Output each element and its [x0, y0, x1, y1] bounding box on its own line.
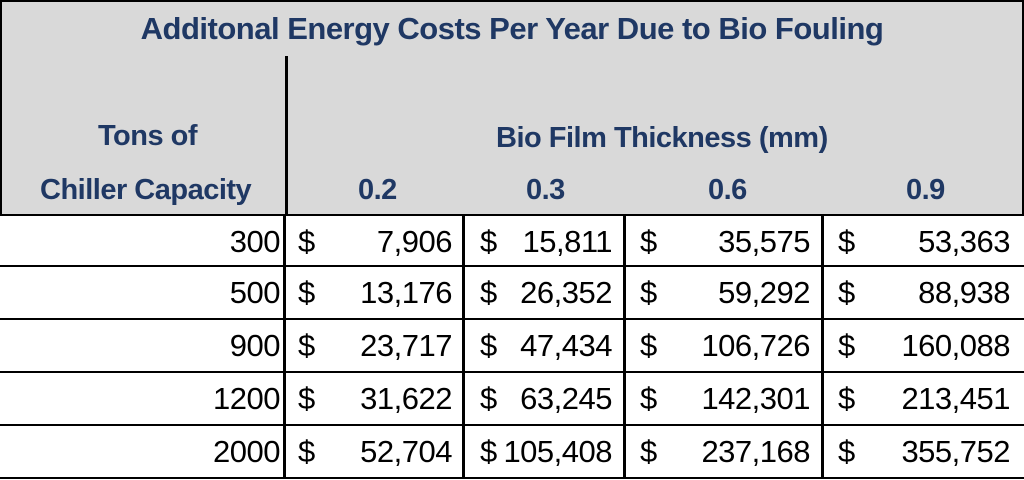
col-divider	[462, 320, 465, 371]
dollar-sign: $	[480, 274, 497, 310]
table-row: 500 $ 13,176 $ 26,352 $ 59,292 $ 88,938	[0, 267, 1024, 320]
header-divider	[285, 56, 288, 214]
table-row: 300 $ 7,906 $ 15,811 $ 35,575 $ 53,363	[0, 214, 1024, 267]
value-cell: 106,726	[701, 327, 810, 363]
col-divider	[283, 320, 286, 371]
dollar-sign: $	[640, 223, 657, 259]
col-divider	[462, 426, 465, 477]
dollar-sign: $	[298, 433, 315, 469]
value-cell: 23,717	[360, 327, 452, 363]
dollar-sign: $	[480, 380, 497, 416]
dollar-sign: $	[838, 380, 855, 416]
col-divider	[821, 320, 824, 371]
col-divider	[462, 267, 465, 318]
thickness-col-3: 0.6	[708, 174, 747, 206]
table-row: 1200 $ 31,622 $ 63,245 $ 142,301 $ 213,4…	[0, 373, 1024, 426]
dollar-sign: $	[838, 433, 855, 469]
value-cell: 160,088	[901, 327, 1010, 363]
value-cell: 52,704	[360, 433, 452, 469]
value-cell: 142,301	[701, 380, 810, 416]
table-body: 300 $ 7,906 $ 15,811 $ 35,575 $ 53,363 5…	[0, 214, 1024, 479]
value-cell: 53,363	[918, 223, 1010, 259]
dollar-sign: $	[298, 380, 315, 416]
dollar-sign: $	[640, 380, 657, 416]
dollar-sign: $	[838, 223, 855, 259]
col-divider	[821, 373, 824, 424]
dollar-sign: $	[480, 327, 497, 363]
col-divider	[283, 216, 286, 267]
value-cell: 47,434	[520, 327, 612, 363]
value-cell: 7,906	[376, 223, 453, 259]
value-cell: 59,292	[718, 274, 810, 310]
col-divider	[623, 373, 626, 424]
capacity-cell: 500	[229, 274, 281, 310]
thickness-header: Bio Film Thickness (mm)	[496, 122, 828, 154]
value-cell: 355,752	[901, 433, 1010, 469]
capacity-cell: 900	[229, 327, 281, 363]
dollar-sign: $	[640, 274, 657, 310]
value-cell: 105,408	[503, 433, 612, 469]
thickness-col-2: 0.3	[526, 174, 565, 206]
col-divider	[821, 267, 824, 318]
thickness-col-4: 0.9	[906, 174, 945, 206]
value-cell: 31,622	[360, 380, 452, 416]
value-cell: 213,451	[901, 380, 1010, 416]
value-cell: 15,811	[522, 223, 612, 259]
col-divider	[623, 267, 626, 318]
dollar-sign: $	[838, 274, 855, 310]
dollar-sign: $	[640, 327, 657, 363]
col-divider	[623, 426, 626, 477]
capacity-cell: 1200	[213, 380, 280, 416]
col-divider	[283, 373, 286, 424]
table-header: Tons of Chiller Capacity Bio Film Thickn…	[0, 56, 1024, 216]
dollar-sign: $	[640, 433, 657, 469]
col-divider	[821, 216, 824, 267]
value-cell: 35,575	[718, 223, 810, 259]
dollar-sign: $	[480, 433, 497, 469]
col-divider	[283, 267, 286, 318]
value-cell: 26,352	[520, 274, 612, 310]
col-divider	[462, 373, 465, 424]
capacity-cell: 300	[229, 223, 281, 259]
col-divider	[462, 216, 465, 267]
dollar-sign: $	[480, 223, 497, 259]
thickness-col-1: 0.2	[358, 174, 397, 206]
value-cell: 13,176	[360, 274, 452, 310]
table-row: 2000 $ 52,704 $ 105,408 $ 237,168 $ 355,…	[0, 426, 1024, 479]
col-divider	[623, 216, 626, 267]
capacity-header-line1: Tons of	[98, 120, 198, 152]
value-cell: 88,938	[918, 274, 1010, 310]
col-divider	[821, 426, 824, 477]
value-cell: 237,168	[701, 433, 810, 469]
dollar-sign: $	[298, 327, 315, 363]
dollar-sign: $	[298, 223, 315, 259]
dollar-sign: $	[298, 274, 315, 310]
table-row: 900 $ 23,717 $ 47,434 $ 106,726 $ 160,08…	[0, 320, 1024, 373]
capacity-cell: 2000	[213, 433, 280, 469]
capacity-header-line2: Chiller Capacity	[40, 174, 252, 206]
dollar-sign: $	[838, 327, 855, 363]
table-title: Additonal Energy Costs Per Year Due to B…	[0, 0, 1024, 58]
col-divider	[283, 426, 286, 477]
col-divider	[623, 320, 626, 371]
value-cell: 63,245	[520, 380, 612, 416]
